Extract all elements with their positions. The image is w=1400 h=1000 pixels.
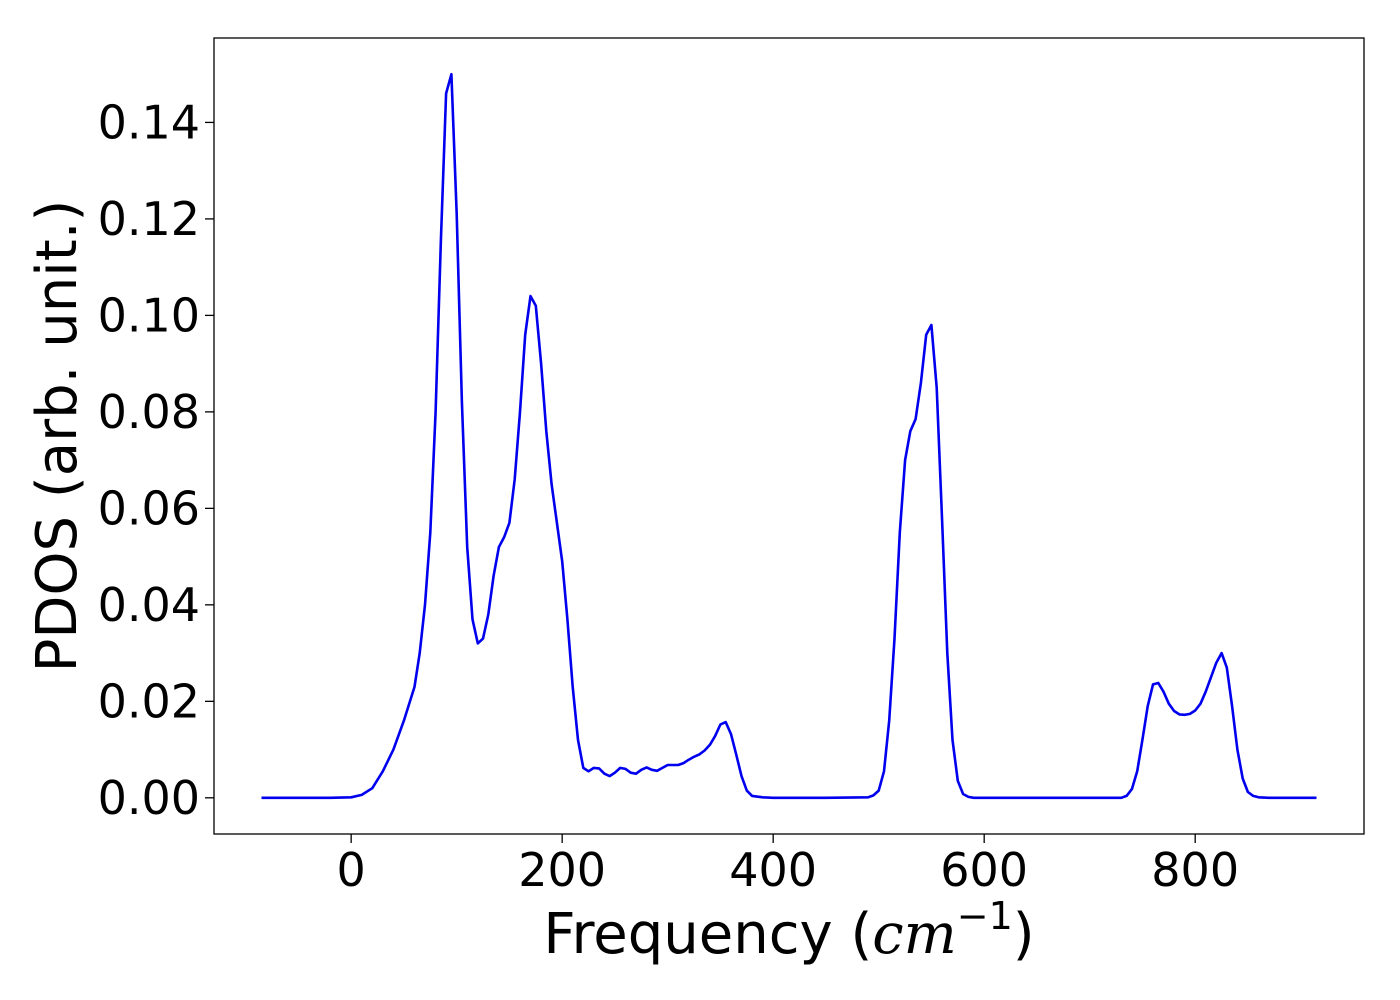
y-tick-label: 0.14 xyxy=(98,95,200,149)
series-layer xyxy=(261,72,1317,800)
y-tick-label: 0.00 xyxy=(98,771,200,825)
x-tick-label: 200 xyxy=(518,843,606,897)
y-tick-label: 0.06 xyxy=(98,481,200,535)
y-tick-label: 0.02 xyxy=(98,674,200,728)
y-tick-label: 0.12 xyxy=(98,192,200,246)
y-axis-label: PDOS (arb. unit.) xyxy=(25,200,90,673)
x-tick-label: 800 xyxy=(1151,843,1239,897)
x-tick-label: 0 xyxy=(337,843,366,897)
x-axis-label: Frequency (cm−1) xyxy=(543,894,1034,967)
x-axis-label-close: ) xyxy=(1013,902,1035,967)
x-axis-label-main: Frequency ( xyxy=(543,902,872,967)
y-tick-label: 0.10 xyxy=(98,288,200,342)
y-tick-label: 0.04 xyxy=(98,578,200,632)
plot-frame xyxy=(213,37,1365,835)
pdos-series-line xyxy=(261,72,1317,800)
x-axis-label-math: cm xyxy=(872,902,956,967)
ticks-layer: 0 200 400 600 800 0.00 0.02 0.04 0.06 0.08 0.10 0.1… xyxy=(98,95,1240,897)
x-axis-label-superscript: −1 xyxy=(957,894,1013,938)
x-tick-label: 400 xyxy=(729,843,817,897)
x-tick-label: 600 xyxy=(940,843,1028,897)
y-tick-label: 0.08 xyxy=(98,385,200,439)
